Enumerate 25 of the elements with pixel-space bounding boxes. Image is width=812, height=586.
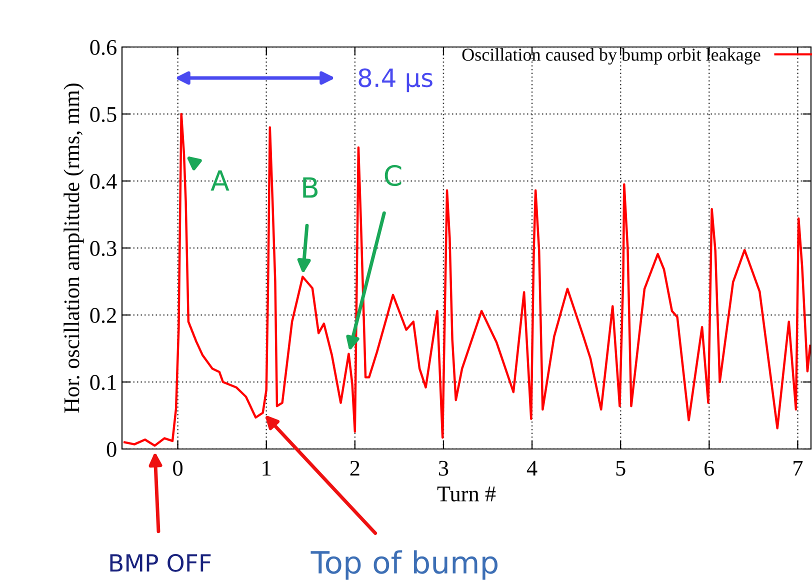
x-tick-label: 2 [350,460,360,476]
annotation: 8.4 µs [358,68,432,92]
annotation: Top of bump [310,550,498,580]
y-tick-label: 0.2 [90,308,116,324]
y-tick-label: 0.5 [90,106,116,122]
x-tick-label: 6 [704,460,714,476]
annotation: B [303,177,318,198]
x-tick-label: 4 [526,460,538,476]
x-tick-label: 7 [794,460,803,476]
x-tick-label: 3 [438,460,448,476]
x-tick-label: 1 [262,460,271,476]
line-series [124,112,811,447]
y-axis-title: Hor. oscillation amplitude (rms, mm) [64,84,84,413]
annotation: BMP OFF [110,554,211,572]
y-tick-label: 0 [106,442,116,457]
y-tick-label: 0.1 [90,374,116,390]
x-tick-label: 0 [173,460,182,476]
text: Oscillation caused by bump orbit leakage [462,48,760,65]
y-tick-label: 0.6 [90,40,116,56]
x-axis-title: Turn # [437,486,496,502]
y-tick-label: 0.3 [90,240,116,256]
x-tick-label: 5 [616,460,626,476]
annotation: C [384,165,402,186]
y-tick-label: 0.4 [90,174,117,190]
annotation: A [210,170,230,191]
